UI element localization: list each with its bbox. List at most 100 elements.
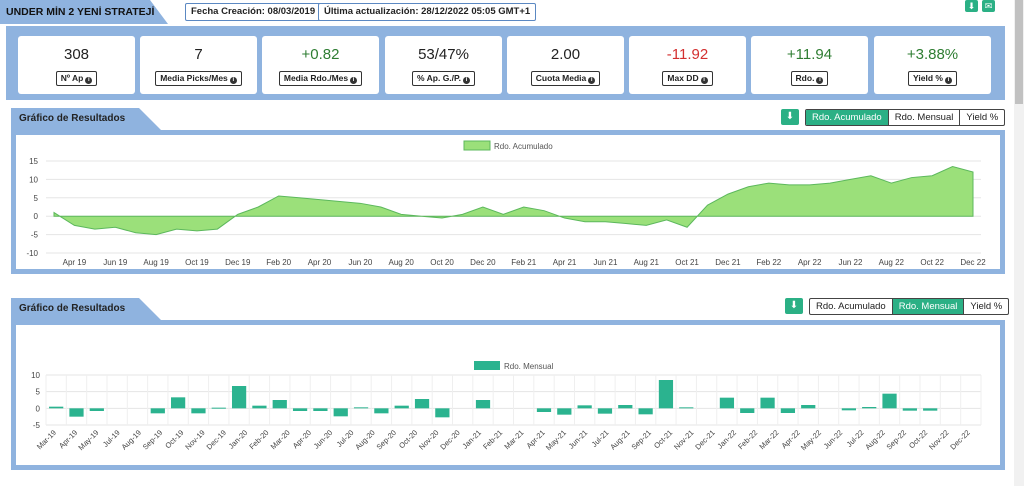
- x-tick-label: Dec-22: [948, 428, 971, 451]
- email-button[interactable]: ✉: [982, 0, 995, 12]
- rdo-acumulado-button[interactable]: Rdo. Acumulado: [816, 301, 886, 312]
- info-icon[interactable]: i: [816, 77, 824, 84]
- monthly-bar: [89, 408, 104, 411]
- monthly-bar: [577, 405, 592, 409]
- x-tick-label: Aug-19: [120, 428, 143, 451]
- y-tick-label: -10: [26, 249, 38, 258]
- x-tick-label: Oct-20: [397, 428, 419, 450]
- monthly-bar: [211, 407, 226, 409]
- x-tick-label: Dec-21: [693, 428, 716, 451]
- info-icon[interactable]: i: [944, 77, 952, 84]
- stat-value: +11.94: [786, 46, 833, 63]
- legend-swatch: [474, 361, 500, 370]
- top-bar: UNDER MİN 2 YENİ STRATEJİ Fecha Creación…: [0, 0, 1006, 26]
- chart-panel-mensual: Rdo. Mensual -5 0 5 10 Mar-19 Apr-19 May-19 Jul-…: [11, 320, 1005, 470]
- stat-yield: +3.88% Yield % i: [874, 36, 991, 94]
- stat-label-box: % Ap. G./P. i: [412, 71, 475, 86]
- y-tick-label: 0: [36, 404, 41, 413]
- chart-mode-toggle: Rdo. Acumulado Rdo. Mensual Yield %: [805, 109, 1006, 126]
- stat-value: -11.92: [666, 46, 709, 63]
- monthly-bar: [475, 400, 491, 409]
- x-tick-label: Feb-22: [736, 428, 759, 451]
- x-tick-label: Mar-22: [757, 428, 780, 451]
- x-tick-label: Aug-21: [608, 428, 631, 451]
- x-tick-label: Feb 22: [756, 258, 781, 267]
- monthly-bar: [313, 408, 328, 411]
- chart-download-button[interactable]: ⬇: [781, 109, 799, 125]
- x-tick-label: Mar-19: [35, 428, 58, 451]
- monthly-bar: [536, 408, 552, 412]
- info-icon[interactable]: i: [229, 77, 237, 84]
- x-tick-label: Nov-19: [183, 428, 206, 451]
- x-tick-label: Jul-20: [335, 428, 356, 449]
- y-tick-label: -5: [31, 231, 39, 240]
- stat-max-dd: -11.92 Max DD i: [629, 36, 746, 94]
- monthly-bar: [272, 400, 287, 409]
- x-tick-label: Jun 22: [838, 258, 863, 267]
- y-tick-label: 10: [31, 371, 40, 380]
- stat-num-ap: 308 Nº Ap i: [18, 36, 135, 94]
- download-icon: ⬇: [785, 111, 795, 122]
- stat-value: 308: [63, 46, 90, 63]
- stat-label-box: Yield % i: [908, 71, 957, 86]
- monthly-bar: [760, 397, 775, 409]
- monthly-bar: [902, 408, 917, 411]
- y-tick-label: 15: [29, 157, 38, 166]
- rdo-mensual-button[interactable]: Rdo. Mensual: [887, 110, 960, 125]
- yield-button[interactable]: Yield %: [959, 110, 1004, 125]
- monthly-bar: [557, 408, 572, 415]
- stat-label-box: Cuota Media i: [530, 71, 601, 86]
- monthly-bar: [231, 386, 247, 409]
- chart-download-button[interactable]: ⬇: [785, 298, 803, 314]
- monthly-bar: [658, 380, 674, 409]
- yield-button[interactable]: Yield %: [963, 299, 1008, 314]
- monthly-bar: [292, 408, 308, 411]
- chart-panel-acumulado: Rdo. Acumulado -10 -5 0 5 10 15 Apr 19 Jun 19 Aug…: [11, 130, 1005, 274]
- monthly-bar: [597, 408, 613, 414]
- x-tick-label: Oct 20: [430, 258, 454, 267]
- x-tick-label: Sep-19: [141, 428, 164, 451]
- x-tick-label: Dec 19: [225, 258, 251, 267]
- x-tick-label: Feb-21: [481, 428, 504, 451]
- info-icon[interactable]: i: [350, 77, 358, 84]
- x-tick-label: Oct-22: [907, 428, 929, 450]
- cumulative-chart: Rdo. Acumulado -10 -5 0 5 10 15 Apr 19 Jun 19 Aug…: [26, 140, 986, 267]
- x-tick-label: Feb 20: [266, 258, 291, 267]
- x-tick-label: Oct-19: [163, 428, 185, 450]
- monthly-bar: [333, 408, 348, 417]
- stat-media-picks: 7 Media Picks/Mes i: [140, 36, 257, 94]
- x-tick-label: Jun-21: [567, 428, 590, 451]
- monthly-bar: [719, 397, 735, 409]
- monthly-bar: [252, 405, 267, 409]
- info-icon[interactable]: i: [588, 77, 596, 84]
- download-icon: ⬇: [967, 1, 976, 11]
- rdo-acumulado-button[interactable]: Rdo. Acumulado: [806, 110, 888, 125]
- download-button[interactable]: ⬇: [965, 0, 978, 12]
- x-tick-label: Apr 20: [308, 258, 332, 267]
- stat-media-rdo: +0.82 Media Rdo./Mes i: [262, 36, 379, 94]
- x-tick-label: Dec 21: [715, 258, 741, 267]
- info-icon[interactable]: i: [85, 77, 93, 84]
- section-title: Gráfico de Resultados: [11, 298, 161, 320]
- x-tick-label: Dec-20: [438, 428, 461, 451]
- x-tick-label: Jun-22: [822, 428, 845, 451]
- stat-label: Nº Ap: [60, 73, 84, 83]
- x-tick-label: Jun 19: [103, 258, 128, 267]
- x-tick-label: Jul-19: [101, 428, 122, 449]
- legend-label: Rdo. Acumulado: [494, 142, 553, 151]
- x-tick-label: Apr 22: [798, 258, 822, 267]
- last-update: Última actualización: 28/12/2022 05:05 G…: [318, 3, 537, 21]
- info-icon[interactable]: i: [700, 77, 708, 84]
- page-scrollbar[interactable]: [1014, 0, 1024, 486]
- section-title: Gráfico de Resultados: [11, 108, 161, 130]
- stat-rdo: +11.94 Rdo. i: [751, 36, 868, 94]
- scrollbar-thumb[interactable]: [1015, 0, 1023, 104]
- x-tick-label: Feb 21: [511, 258, 536, 267]
- cumulative-area-series: [53, 165, 974, 236]
- monthly-bar: [740, 408, 755, 413]
- monthly-bar: [679, 407, 694, 409]
- info-icon[interactable]: i: [462, 77, 470, 84]
- monthly-bar: [49, 406, 64, 409]
- y-tick-label: 5: [36, 388, 41, 397]
- rdo-mensual-button[interactable]: Rdo. Mensual: [891, 299, 964, 314]
